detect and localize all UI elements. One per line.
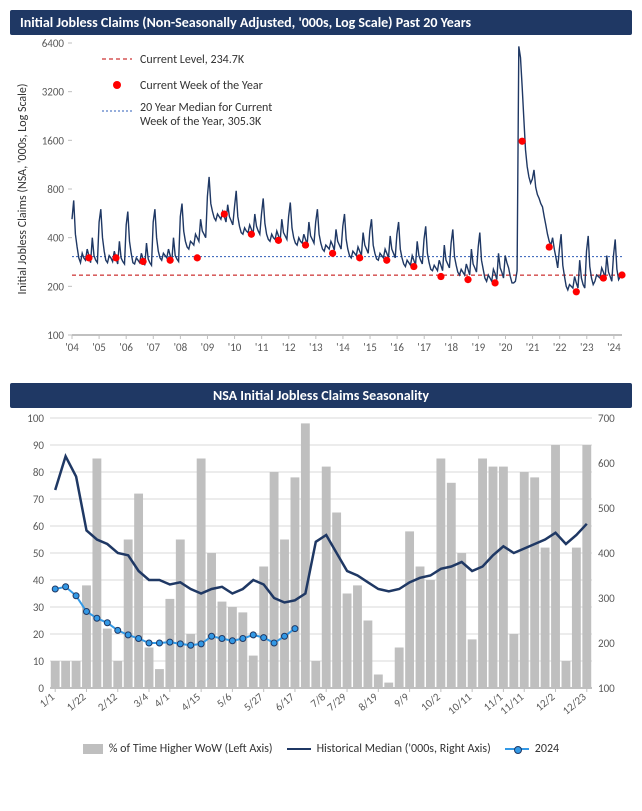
svg-text:'20: '20	[499, 341, 513, 354]
svg-text:4/15: 4/15	[179, 690, 203, 713]
svg-text:80: 80	[33, 466, 45, 479]
svg-text:5/6: 5/6	[214, 690, 234, 710]
svg-text:70: 70	[33, 493, 45, 506]
svg-text:'08: '08	[174, 341, 188, 354]
svg-text:9/9: 9/9	[391, 690, 411, 710]
legend-2024: 2024	[505, 742, 559, 756]
svg-text:600: 600	[598, 457, 615, 470]
svg-text:40: 40	[33, 574, 45, 587]
svg-text:30: 30	[33, 601, 45, 614]
svg-text:'19: '19	[472, 341, 486, 354]
svg-text:'24: '24	[607, 341, 621, 354]
svg-text:7/8: 7/8	[308, 690, 328, 710]
chart2-legend: % of Time Higher WoW (Left Axis) Histori…	[10, 742, 632, 756]
bar-swatch-icon	[83, 744, 103, 754]
svg-text:12/2: 12/2	[533, 690, 558, 714]
svg-text:400: 400	[47, 232, 64, 245]
svg-text:'15: '15	[363, 341, 377, 354]
svg-text:'23: '23	[580, 341, 594, 354]
svg-text:4/1: 4/1	[152, 690, 172, 710]
svg-text:6/17: 6/17	[272, 690, 297, 714]
svg-text:8/19: 8/19	[356, 690, 381, 714]
chart2-container: NSA Initial Jobless Claims Seasonality 0…	[10, 383, 632, 756]
svg-text:90: 90	[33, 439, 45, 452]
line2-swatch-icon	[505, 748, 529, 750]
svg-text:3200: 3200	[42, 86, 65, 99]
svg-text:'16: '16	[390, 341, 404, 354]
svg-text:100: 100	[27, 412, 44, 425]
svg-text:10/11: 10/11	[445, 690, 474, 717]
svg-text:7/29: 7/29	[325, 690, 350, 714]
legend-median-label: Historical Median ('000s, Right Axis)	[317, 742, 491, 756]
svg-text:'22: '22	[553, 341, 567, 354]
legend-median: Historical Median ('000s, Right Axis)	[287, 742, 491, 756]
svg-text:6400: 6400	[42, 37, 65, 50]
svg-text:Week of the Year, 305.3K: Week of the Year, 305.3K	[140, 115, 262, 129]
chart2-plot: 0 10 20 30 40 50 60 70 80 90 100 100 200 300 400 500 600…	[10, 408, 632, 738]
svg-text:400: 400	[598, 547, 615, 560]
svg-text:'04: '04	[65, 341, 79, 354]
svg-text:'09: '09	[201, 341, 215, 354]
svg-text:20 Year Median for Current: 20 Year Median for Current	[140, 101, 272, 115]
svg-text:Current Week of the Year: Current Week of the Year	[140, 79, 263, 93]
svg-text:1/22: 1/22	[64, 690, 89, 714]
svg-text:'17: '17	[417, 341, 431, 354]
svg-text:10/2: 10/2	[418, 690, 443, 714]
svg-text:Initial Jobless Claims (NSA, ': Initial Jobless Claims (NSA, '000s, Log …	[16, 83, 30, 294]
chart2-title: NSA Initial Jobless Claims Seasonality	[10, 383, 632, 408]
chart1-plot: 100 200 400 800 1600 3200 6400 '04 '05 '06 '07 '08 '…	[10, 35, 632, 365]
chart1-container: Initial Jobless Claims (Non-Seasonally A…	[10, 10, 632, 365]
svg-text:60: 60	[33, 520, 45, 533]
svg-text:'07: '07	[146, 341, 160, 354]
svg-text:'12: '12	[282, 341, 296, 354]
svg-text:'21: '21	[526, 341, 540, 354]
svg-text:0: 0	[38, 682, 44, 695]
svg-text:500: 500	[598, 502, 615, 515]
chart1-title: Initial Jobless Claims (Non-Seasonally A…	[10, 10, 632, 35]
legend-2024-label: 2024	[535, 742, 559, 756]
legend-bar: % of Time Higher WoW (Left Axis)	[83, 742, 273, 756]
svg-text:300: 300	[598, 592, 615, 605]
svg-text:'06: '06	[119, 341, 133, 354]
line-swatch-icon	[287, 748, 311, 750]
svg-text:11/11: 11/11	[497, 690, 526, 717]
svg-text:'10: '10	[228, 341, 242, 354]
svg-text:50: 50	[33, 547, 45, 560]
svg-text:1600: 1600	[42, 134, 65, 147]
svg-text:100: 100	[47, 329, 64, 342]
svg-text:700: 700	[598, 412, 615, 425]
svg-text:'18: '18	[445, 341, 459, 354]
svg-text:800: 800	[47, 183, 64, 196]
svg-text:5/27: 5/27	[241, 690, 266, 714]
svg-text:100: 100	[598, 682, 615, 695]
svg-text:200: 200	[598, 637, 615, 650]
svg-text:12/23: 12/23	[560, 690, 589, 717]
legend-bar-label: % of Time Higher WoW (Left Axis)	[109, 742, 273, 756]
svg-text:2/12: 2/12	[95, 690, 120, 714]
svg-text:'13: '13	[309, 341, 323, 354]
svg-text:200: 200	[47, 280, 64, 293]
svg-text:'11: '11	[255, 341, 269, 354]
svg-text:'05: '05	[92, 341, 106, 354]
svg-text:3/4: 3/4	[131, 690, 151, 710]
svg-text:20: 20	[33, 628, 45, 641]
svg-text:'14: '14	[336, 341, 350, 354]
svg-text:Current Level, 234.7K: Current Level, 234.7K	[140, 53, 245, 67]
svg-text:10: 10	[33, 655, 45, 668]
